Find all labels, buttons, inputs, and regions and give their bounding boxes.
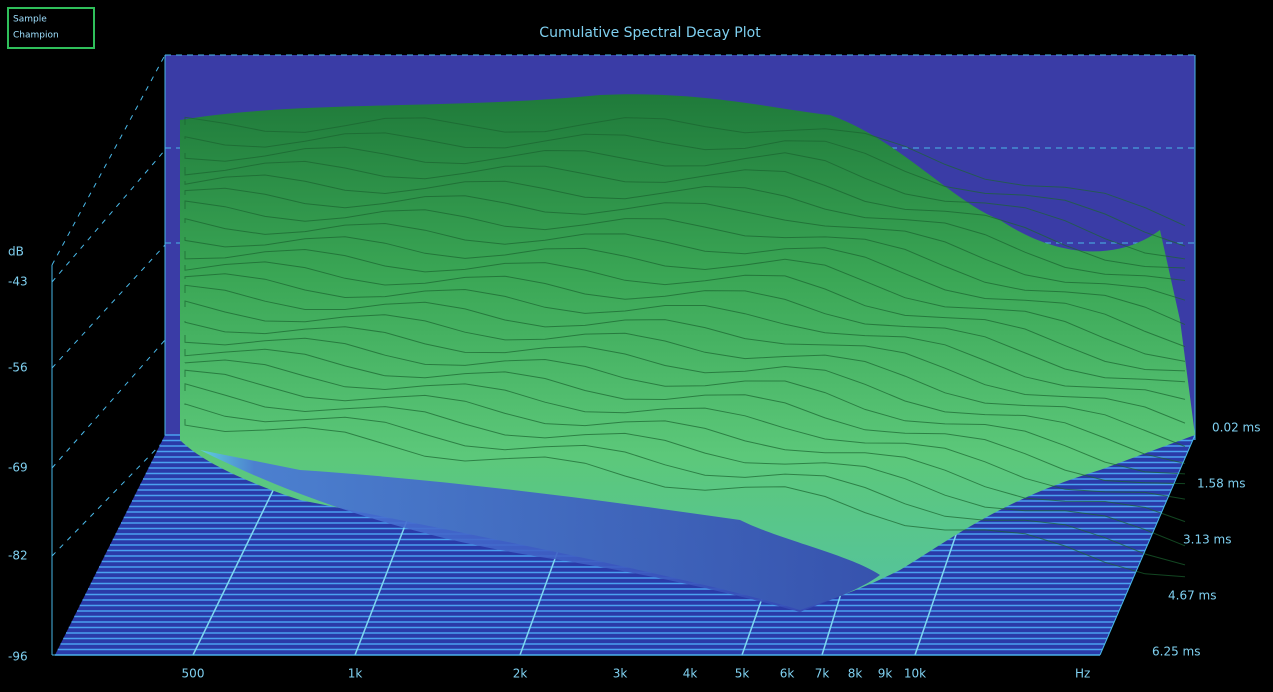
x-tick-label: 10k [904, 667, 926, 681]
x-tick-label: 9k [878, 667, 893, 681]
z-tick-label: 3.13 ms [1183, 533, 1231, 547]
z-tick-label: 0.02 ms [1212, 421, 1260, 435]
x-tick-label: 500 [182, 667, 205, 681]
z-tick-label: 1.58 ms [1197, 477, 1245, 491]
y-tick-label: -69 [8, 461, 28, 475]
x-tick-label: 3k [613, 667, 628, 681]
chart-title: Cumulative Spectral Decay Plot [539, 25, 761, 41]
badge-line: Sample [13, 15, 47, 25]
badge-line: Champion [13, 31, 59, 41]
y-tick-label: -56 [8, 361, 28, 375]
z-tick-label: 4.67 ms [1168, 589, 1216, 603]
y-unit: dB [8, 245, 24, 259]
page: Sample Champion Cumulative Spectral Deca… [0, 0, 1273, 692]
y-tick-label: -96 [8, 650, 28, 664]
z-tick-label: 6.25 ms [1152, 645, 1200, 659]
x-tick-label: 5k [735, 667, 750, 681]
screenshot: Sample Champion Cumulative Spectral Deca… [0, 0, 1273, 692]
y-tick-label: -82 [8, 549, 28, 563]
x-tick-label: 6k [780, 667, 795, 681]
x-unit: Hz [1075, 667, 1090, 681]
x-tick-label: 8k [848, 667, 863, 681]
x-tick-label: 2k [513, 667, 528, 681]
x-tick-label: 1k [348, 667, 363, 681]
x-tick-label: 4k [683, 667, 698, 681]
y-tick-label: -43 [8, 275, 28, 289]
x-tick-label: 7k [815, 667, 830, 681]
